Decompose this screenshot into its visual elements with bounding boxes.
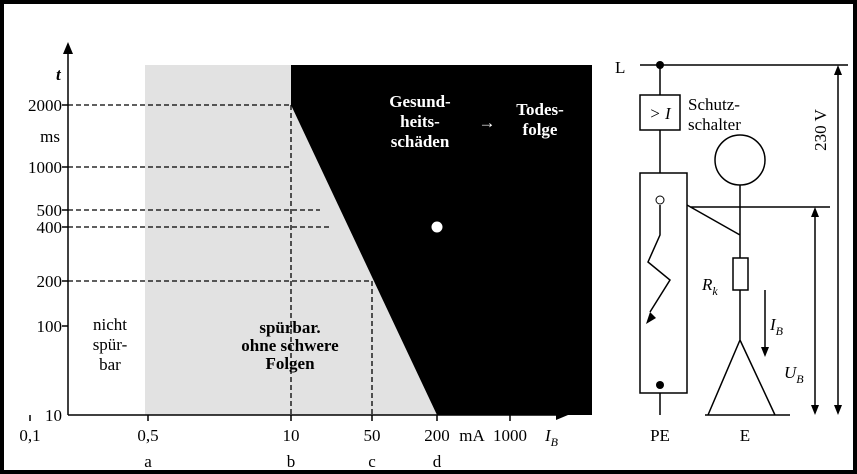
x-axis-label: IB bbox=[544, 426, 559, 449]
region-text: ohne schwere bbox=[241, 336, 339, 355]
resistance: Rk bbox=[701, 275, 718, 298]
region-text: bar bbox=[99, 355, 121, 374]
y-unit: ms bbox=[40, 127, 60, 146]
y-label: 2000 bbox=[28, 96, 62, 115]
y-labels: 2000 ms 1000 500 400 200 100 10 bbox=[28, 96, 62, 425]
letter: d bbox=[433, 452, 442, 471]
x-axis-sub: B bbox=[551, 435, 559, 449]
y-axis-label: t bbox=[56, 65, 62, 84]
y-label: 10 bbox=[45, 406, 62, 425]
relay: > I bbox=[649, 104, 672, 123]
x-label: 10 bbox=[283, 426, 300, 445]
y-label: 200 bbox=[37, 272, 63, 291]
region-text: Todes- bbox=[516, 100, 564, 119]
y-label: 1000 bbox=[28, 158, 62, 177]
voltage: 230 V bbox=[811, 108, 830, 150]
dashed-lines bbox=[68, 104, 373, 415]
current: IB bbox=[769, 315, 784, 338]
arrow: → bbox=[479, 113, 496, 132]
y-label: 400 bbox=[37, 218, 63, 237]
label-E: E bbox=[740, 426, 750, 445]
letter: c bbox=[368, 452, 376, 471]
y-label: 500 bbox=[37, 201, 63, 220]
x-label: 1000 bbox=[493, 426, 527, 445]
axes bbox=[29, 42, 568, 421]
region-text: folge bbox=[523, 120, 558, 139]
i-main: I bbox=[769, 315, 777, 334]
region-text: schäden bbox=[391, 132, 450, 151]
letter: a bbox=[144, 452, 152, 471]
circuit bbox=[639, 61, 848, 416]
breaker: schalter bbox=[688, 115, 741, 134]
x-label: 0,1 bbox=[19, 426, 40, 445]
touch-voltage: UB bbox=[784, 363, 804, 386]
region-labels: nicht spür- bar spürbar. ohne schwere Fo… bbox=[93, 92, 564, 374]
region-text: spürbar. bbox=[259, 318, 320, 337]
x-unit: mA bbox=[459, 426, 485, 445]
perceptible-region bbox=[145, 65, 437, 415]
label-PE: PE bbox=[650, 426, 670, 445]
label-L: L bbox=[615, 58, 625, 77]
region-text: spür- bbox=[93, 335, 128, 354]
region-text: Gesund- bbox=[389, 92, 451, 111]
x-label: 200 bbox=[424, 426, 450, 445]
letter: b bbox=[287, 452, 296, 471]
x-label: 0,5 bbox=[137, 426, 158, 445]
region-text: nicht bbox=[93, 315, 127, 334]
r-sub: k bbox=[712, 284, 718, 298]
x-axis-main: I bbox=[544, 426, 552, 445]
y-label: 100 bbox=[37, 317, 63, 336]
r-main: R bbox=[701, 275, 713, 294]
region-text: heits- bbox=[400, 112, 440, 131]
x-labels: 0,1 0,5 10 50 200 mA 1000 a b c d bbox=[19, 426, 527, 471]
i-sub: B bbox=[776, 324, 784, 338]
x-label: 50 bbox=[364, 426, 381, 445]
region-text: Folgen bbox=[265, 354, 315, 373]
u-main: U bbox=[784, 363, 798, 382]
danger-region bbox=[291, 65, 592, 415]
breaker: Schutz- bbox=[688, 95, 740, 114]
marker bbox=[430, 220, 444, 234]
u-sub: B bbox=[796, 372, 804, 386]
